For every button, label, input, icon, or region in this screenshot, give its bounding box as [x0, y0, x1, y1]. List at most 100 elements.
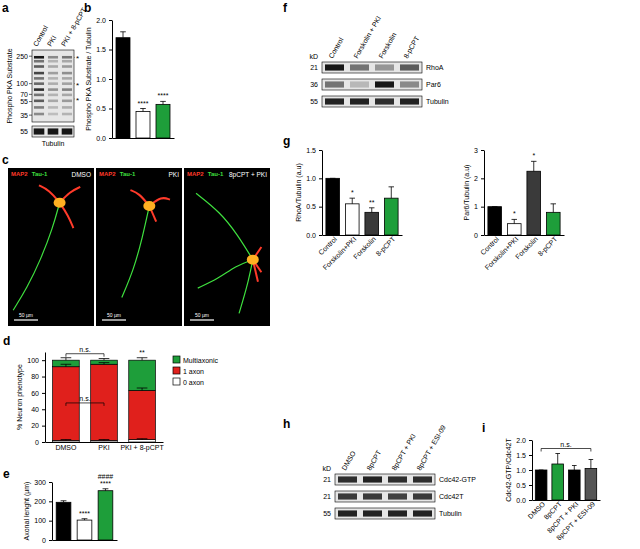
tick: 8-pCPT [375, 235, 398, 258]
error-bar [99, 363, 110, 365]
bar [77, 520, 92, 540]
error-bar [103, 489, 109, 491]
error-bar [140, 109, 146, 112]
significance-label: * [351, 189, 354, 196]
tick: Forskolin+PKI [484, 235, 520, 271]
blot-band [375, 81, 394, 87]
legend-swatch [173, 378, 180, 385]
marker-label: 55 [20, 98, 28, 105]
tick: 1.0 [96, 76, 112, 83]
tick-label: 0 [42, 537, 46, 544]
panel-label: i [482, 421, 485, 435]
bands [325, 98, 419, 104]
tick: 20 [31, 422, 45, 429]
legend: Multiaxonic1 axon0 axon [173, 356, 219, 386]
legend-swatch [173, 356, 180, 363]
tick: 0.5 [306, 203, 322, 210]
tick-label: 0.5 [306, 203, 316, 210]
micrograph: MAP2Tau-1PKI50 µm [96, 168, 182, 326]
significance-label: * [513, 210, 516, 217]
bar [535, 470, 547, 500]
neuron [196, 193, 261, 313]
tick: 8-pCPT [537, 235, 560, 258]
neuron [13, 185, 80, 310]
bar [56, 502, 71, 540]
western-blot: hDMSO8pCPT8pCPT + PKI8pCPT + ESI-09kD21C… [283, 417, 476, 519]
tick-label: 1.0 [306, 175, 316, 182]
x-axis [113, 138, 175, 140]
bar-segment [91, 360, 118, 364]
marks [535, 454, 596, 501]
legend-label: 1 axon [183, 368, 204, 375]
tick-mark [319, 178, 322, 179]
error-bar [330, 178, 335, 179]
error-bar [572, 466, 577, 471]
panel-label: h [283, 417, 290, 431]
row-label: Tubulin [426, 98, 449, 105]
bar-chart: e0100200300********####Axonal lenght (µm… [3, 467, 118, 544]
tick-label: 8-pCPT [537, 235, 560, 258]
axis-line [322, 151, 323, 236]
annotations: n.s. [541, 441, 591, 452]
blot-band [34, 56, 44, 59]
x-axis: ControlForskolin+PKIForskolin8-pCPT [317, 235, 402, 271]
significance-bracket [66, 403, 104, 406]
marker-tick [29, 83, 32, 84]
tick-mark [42, 377, 45, 378]
blot-background [322, 96, 422, 107]
tick-mark [109, 109, 112, 110]
lane-label: PKI [46, 34, 58, 47]
tick: DMSO [55, 442, 77, 451]
axon [198, 260, 253, 288]
tick-label: 8-pCPT [375, 235, 398, 258]
marks [116, 32, 170, 138]
x-axis [53, 540, 118, 542]
blot-band [363, 510, 382, 516]
error-bar [61, 439, 72, 441]
lane-label: 8pCPT + PKI [390, 433, 417, 472]
tick-label: 1.5 [516, 452, 526, 459]
micrograph: MAP2Tau-18pCPT + PKI50 µm [184, 168, 270, 326]
blot-band [413, 476, 432, 482]
marker-tick [29, 101, 32, 102]
error-bar [512, 219, 517, 223]
bar-segment [91, 364, 118, 440]
x-axis: ControlForskolin+PKIForskolin8-pCPT [479, 235, 564, 271]
tick-label: 2 [474, 175, 478, 182]
lane-label: 8pCPT [365, 449, 383, 472]
marker-label: 70 [20, 91, 28, 98]
row-label: Cdc42T [439, 493, 464, 500]
tick: 2.0 [516, 437, 532, 444]
blot-band [34, 82, 44, 85]
blot-background [32, 126, 74, 137]
tick: 2.0 [96, 17, 112, 24]
significance-label: n.s. [79, 346, 90, 353]
legend-swatch [173, 367, 180, 374]
bar-chart: g0.00.51.01.5***ControlForskolin+PKIFors… [283, 134, 403, 271]
bar-chart: 0123**ControlForskolin+PKIForskolin8-pCP… [463, 147, 565, 271]
significance-bracket [541, 449, 591, 452]
y-axis: 0.00.51.01.52.0 [96, 17, 112, 142]
tick-label: 0 [474, 232, 478, 239]
tick-label: 1.5 [306, 147, 316, 154]
tick-mark [481, 150, 484, 151]
tick-label: Forskolin+PKI [322, 235, 358, 271]
tick: 3 [474, 147, 484, 154]
scale-bar [14, 319, 38, 320]
tick-label: PKI + 8-pCPT [120, 444, 164, 452]
tick-label: 0.0 [96, 135, 106, 142]
tick-label: 60 [31, 390, 39, 397]
tick-label: 1 [474, 203, 478, 210]
tick-label: DMSO [55, 444, 77, 451]
axis-line [45, 353, 46, 443]
blot-band [400, 81, 419, 87]
tick-mark [42, 442, 45, 443]
axis-title: RhoA/Tubulin (a.u) [295, 163, 303, 222]
lane-label: 8pCPT + ESI-09 [415, 424, 448, 472]
tick-label: 20 [31, 422, 39, 429]
soma [143, 201, 155, 211]
western-blot: aControlPKIPKI + 8-pCPT250100705535***Ph… [2, 1, 89, 147]
tick: Forskolin [514, 235, 539, 260]
blot-band [62, 94, 72, 97]
axon [239, 260, 253, 314]
